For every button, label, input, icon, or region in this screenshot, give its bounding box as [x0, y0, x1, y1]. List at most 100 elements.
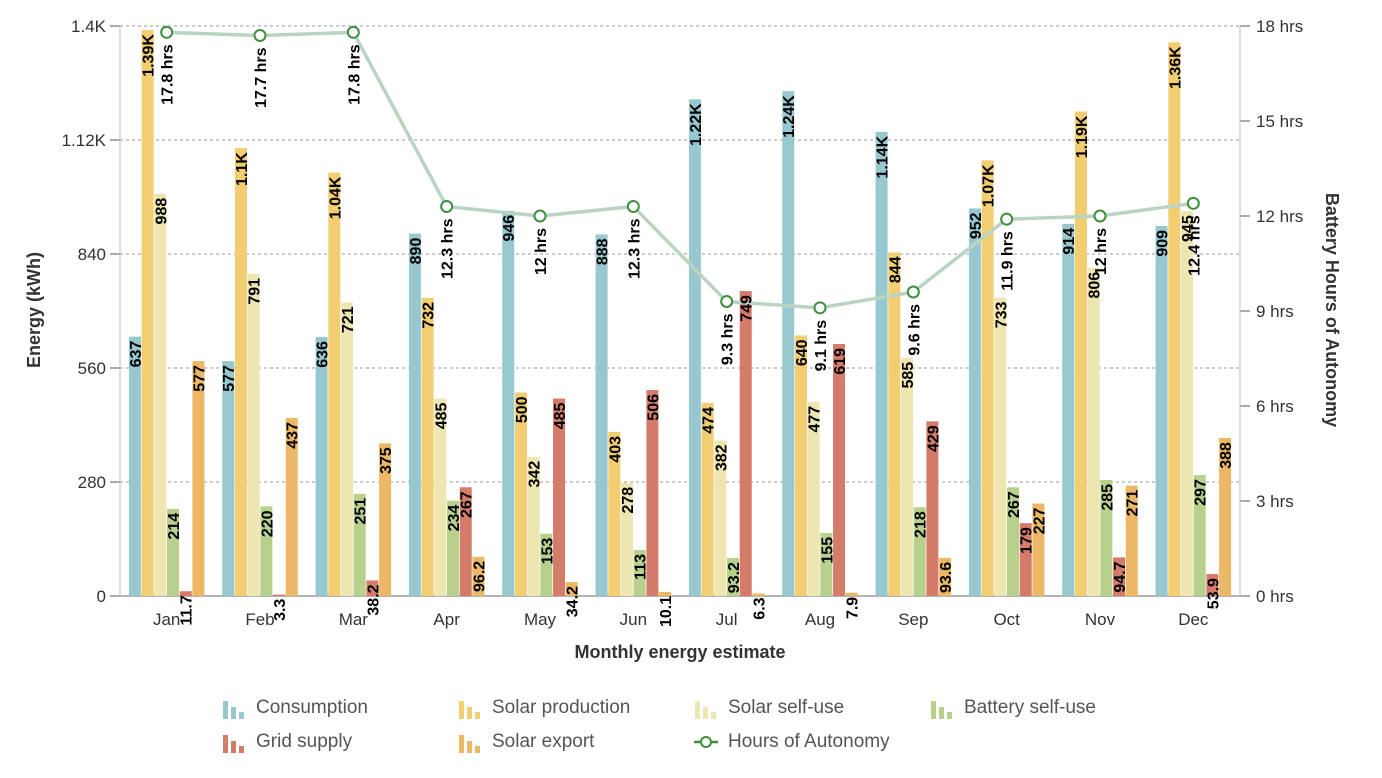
- autonomy-point[interactable]: [253, 29, 267, 42]
- bar-solar-self-use[interactable]: [994, 297, 1007, 596]
- bar-consumption[interactable]: [688, 99, 701, 597]
- bar-solar-self-use[interactable]: [527, 456, 540, 596]
- legend-item-battery-self-use[interactable]: Battery self-use: [930, 696, 1096, 720]
- bar-consumption[interactable]: [782, 91, 795, 597]
- bar-solar-self-use[interactable]: [714, 440, 727, 596]
- data-labels: 637 577 636 890 946 888 1.22K 1.24K 1.14K 952 914 9…: [128, 34, 1235, 627]
- bar-consumption[interactable]: [1155, 225, 1168, 596]
- bar-solar-production[interactable]: [701, 403, 714, 596]
- bar-solar-export[interactable]: [659, 591, 672, 596]
- bar-consumption[interactable]: [595, 234, 608, 596]
- bar-battery-self-use[interactable]: [1100, 479, 1113, 596]
- autonomy-point[interactable]: [720, 295, 734, 308]
- bar-solar-production[interactable]: [608, 431, 621, 596]
- bar-consumption[interactable]: [1062, 223, 1075, 596]
- bar-consumption[interactable]: [875, 131, 888, 596]
- bar-battery-self-use[interactable]: [260, 506, 273, 596]
- bar-solar-production[interactable]: [421, 297, 434, 596]
- autonomy-point[interactable]: [906, 285, 920, 299]
- bar-solar-export[interactable]: [472, 556, 485, 596]
- bar-consumption[interactable]: [968, 208, 981, 596]
- legend-item-consumption[interactable]: Consumption: [222, 696, 368, 720]
- bar-solar-export[interactable]: [192, 361, 205, 596]
- autonomy-data-label: 9.6 hrs: [906, 304, 923, 356]
- bar-solar-self-use[interactable]: [1180, 211, 1193, 596]
- bar-grid-supply[interactable]: [926, 421, 939, 596]
- bar-solar-export[interactable]: [752, 593, 765, 596]
- bar-grid-supply[interactable]: [553, 398, 566, 596]
- bar-data-label: 844: [887, 256, 904, 283]
- legend-item-grid-supply[interactable]: Grid supply: [222, 730, 352, 754]
- autonomy-point[interactable]: [626, 200, 640, 213]
- autonomy-point[interactable]: [1186, 196, 1200, 210]
- autonomy-data-label: 12 hrs: [1093, 228, 1110, 275]
- bar-solar-production[interactable]: [141, 30, 154, 597]
- bar-grid-supply[interactable]: [833, 343, 846, 596]
- bar-solar-production[interactable]: [514, 392, 527, 596]
- bar-grid-supply[interactable]: [273, 594, 286, 596]
- legend-item-solar-export[interactable]: Solar export: [458, 730, 594, 754]
- bar-solar-export[interactable]: [939, 557, 952, 596]
- bar-solar-production[interactable]: [888, 252, 901, 596]
- bar-battery-self-use[interactable]: [633, 549, 646, 596]
- bar-data-label: 1.1K: [234, 152, 251, 186]
- bar-battery-self-use[interactable]: [1193, 475, 1206, 596]
- bar-battery-self-use[interactable]: [167, 508, 180, 596]
- bar-solar-self-use[interactable]: [1087, 267, 1100, 596]
- bar-solar-self-use[interactable]: [154, 193, 167, 596]
- autonomy-point[interactable]: [160, 25, 174, 39]
- bar-consumption[interactable]: [502, 210, 515, 597]
- bar-solar-export[interactable]: [1125, 485, 1138, 596]
- autonomy-point[interactable]: [346, 25, 360, 39]
- bar-grid-supply[interactable]: [179, 591, 192, 596]
- bar-grid-supply[interactable]: [646, 389, 659, 596]
- legend-item-solar-production[interactable]: Solar production: [458, 696, 630, 720]
- bar-battery-self-use[interactable]: [820, 532, 833, 596]
- bar-battery-self-use[interactable]: [727, 558, 740, 596]
- legend-item-solar-self-use[interactable]: Solar self-use: [694, 696, 844, 720]
- bar-battery-self-use[interactable]: [447, 500, 460, 596]
- legend-label: Battery self-use: [964, 697, 1096, 718]
- bar-solar-self-use[interactable]: [900, 357, 913, 596]
- bar-solar-production[interactable]: [1074, 111, 1087, 597]
- autonomy-point[interactable]: [533, 209, 547, 223]
- bar-solar-production[interactable]: [234, 148, 247, 596]
- bar-solar-self-use[interactable]: [620, 482, 633, 596]
- bar-battery-self-use[interactable]: [540, 533, 553, 596]
- bar-solar-export[interactable]: [285, 418, 298, 596]
- bar-consumption[interactable]: [408, 233, 421, 596]
- bar-battery-self-use[interactable]: [1007, 487, 1020, 596]
- bar-battery-self-use[interactable]: [353, 493, 366, 596]
- autonomy-point[interactable]: [1093, 209, 1107, 223]
- bar-solar-self-use[interactable]: [807, 401, 820, 596]
- bar-consumption[interactable]: [222, 361, 235, 596]
- legend-item-hours-of-autonomy[interactable]: Hours of Autonomy: [694, 730, 890, 754]
- bar-solar-export[interactable]: [565, 582, 578, 596]
- bar-solar-production[interactable]: [794, 335, 807, 596]
- autonomy-data-label: 12 hrs: [533, 228, 550, 275]
- bar-data-label: 382: [713, 444, 730, 471]
- bar-solar-self-use[interactable]: [247, 273, 260, 596]
- bar-grid-supply[interactable]: [1206, 574, 1219, 596]
- bar-grid-supply[interactable]: [1019, 523, 1032, 596]
- bar-solar-production[interactable]: [328, 172, 341, 597]
- bar-grid-supply[interactable]: [739, 291, 752, 596]
- bar-consumption[interactable]: [128, 336, 141, 596]
- bar-battery-self-use[interactable]: [913, 507, 926, 596]
- autonomy-point[interactable]: [813, 301, 827, 315]
- autonomy-point[interactable]: [440, 200, 454, 213]
- bar-grid-supply[interactable]: [1113, 557, 1126, 596]
- autonomy-point[interactable]: [1000, 212, 1014, 226]
- bar-grid-supply[interactable]: [366, 580, 379, 596]
- bar-solar-self-use[interactable]: [434, 398, 447, 596]
- bar-solar-production[interactable]: [981, 160, 994, 596]
- bar-solar-export[interactable]: [379, 443, 392, 596]
- bar-solar-self-use[interactable]: [340, 302, 353, 596]
- bar-solar-export[interactable]: [1219, 438, 1232, 596]
- bar-grid-supply[interactable]: [459, 487, 472, 596]
- bar-solar-production[interactable]: [1168, 42, 1181, 597]
- bar-solar-export[interactable]: [845, 592, 858, 596]
- bar-consumption[interactable]: [315, 337, 328, 596]
- x-tick-label: Jan: [153, 610, 180, 629]
- bar-solar-export[interactable]: [1032, 503, 1045, 596]
